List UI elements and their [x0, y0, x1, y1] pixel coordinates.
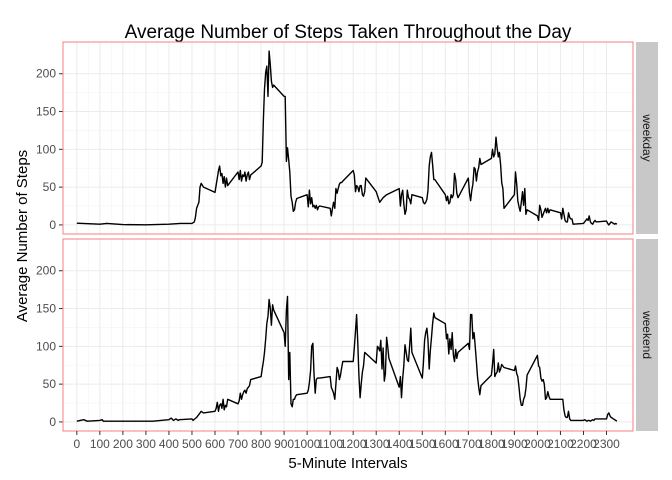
x-tick-label: 2000 [524, 437, 551, 451]
facet-panel-weekday: 0 50 100 150 200 weekday [36, 41, 658, 235]
x-tick-label: 700 [228, 437, 248, 451]
x-tick-label: 2300 [593, 437, 620, 451]
y-axis-title: Average Number of Steps [14, 150, 31, 322]
x-tick-label: 800 [251, 437, 271, 451]
y-tick-label: 100 [36, 339, 56, 353]
facet-strip-label-weekend: weekend [640, 310, 654, 359]
x-tick-label: 600 [205, 437, 225, 451]
series-line-weekday [76, 50, 618, 226]
x-tick-label: 400 [159, 437, 179, 451]
y-tick-label: 150 [36, 105, 56, 119]
y-tick-label: 0 [49, 415, 56, 429]
x-tick-label: 100 [90, 437, 110, 451]
panel-border [62, 238, 634, 432]
x-tick-label: 900 [274, 437, 294, 451]
x-tick-label: 1900 [501, 437, 528, 451]
y-tick-label: 200 [36, 264, 56, 278]
y-tick-label: 0 [49, 218, 56, 232]
x-tick-label: 300 [136, 437, 156, 451]
y-tick-label: 50 [43, 377, 57, 391]
chart-title: Average Number of Steps Taken Throughout… [125, 22, 572, 43]
x-tick-label: 1700 [455, 437, 482, 451]
panel-border [62, 41, 634, 235]
x-axis: 0 100 200 300 400 500 600 700 800 900 100011001200… [73, 431, 620, 451]
x-tick-label: 1100 [317, 437, 343, 451]
x-tick-label: 2100 [547, 437, 574, 451]
x-tick-label: 1200 [340, 437, 367, 451]
x-tick-label: 1000 [294, 437, 321, 451]
x-tick-label: 1400 [386, 437, 413, 451]
x-tick-label: 200 [113, 437, 133, 451]
x-axis-title: 5-Minute Intervals [288, 455, 407, 472]
x-tick-label: 0 [73, 437, 80, 451]
facet-panel-weekend: 0 50 100 150 200 weekend [36, 238, 658, 432]
series-line-weekend [76, 295, 618, 422]
x-tick-label: 1300 [363, 437, 390, 451]
x-tick-label: 500 [182, 437, 202, 451]
x-tick-label: 1500 [409, 437, 436, 451]
y-tick-label: 50 [43, 180, 57, 194]
y-tick-label: 200 [36, 67, 56, 81]
facet-strip-label-weekday: weekday [640, 113, 654, 161]
y-tick-label: 100 [36, 142, 56, 156]
facet-strip [636, 239, 658, 431]
facet-strip [636, 42, 658, 234]
y-tick-label: 150 [36, 302, 56, 316]
x-tick-label: 1800 [478, 437, 505, 451]
x-tick-label: 2200 [570, 437, 597, 451]
x-tick-label: 1600 [432, 437, 459, 451]
